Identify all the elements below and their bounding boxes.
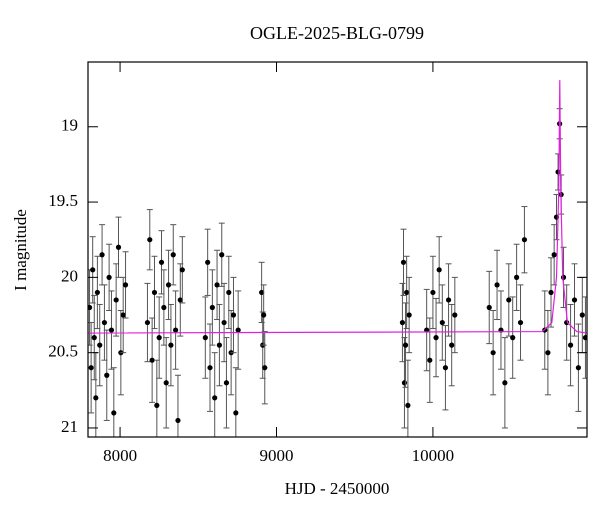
data-point (490, 350, 496, 356)
data-point (149, 357, 155, 363)
data-point (445, 297, 452, 303)
data-point (175, 417, 181, 424)
data-point (571, 297, 578, 303)
data-point (170, 252, 176, 258)
data-point (406, 312, 412, 318)
data-point (221, 319, 227, 326)
data-point (235, 327, 241, 333)
data-point (567, 342, 574, 348)
data-point (122, 282, 129, 288)
data-point (551, 252, 557, 258)
data-point (582, 335, 587, 341)
data-point (93, 395, 99, 401)
data-point (261, 312, 267, 318)
data-point (212, 395, 218, 401)
data-point (120, 312, 126, 318)
data-point (262, 365, 268, 371)
data-point (101, 319, 108, 326)
data-point (545, 350, 551, 356)
data-point (494, 282, 500, 288)
data-point (433, 335, 439, 341)
y-tick-label: 19.5 (48, 191, 78, 210)
data-point (219, 252, 225, 258)
data-point (207, 365, 213, 371)
data-point (548, 289, 554, 296)
data-point (161, 304, 167, 311)
data-point (555, 169, 561, 175)
data-point (521, 237, 528, 243)
data-point (427, 357, 433, 363)
data-point (223, 380, 230, 386)
data-point (97, 342, 103, 348)
data-point (452, 312, 458, 318)
data-point (205, 259, 211, 265)
data-point (115, 244, 122, 250)
data-point (158, 259, 165, 265)
y-axis-label: I magnitude (11, 209, 30, 291)
data-point (514, 274, 520, 280)
data-point (94, 289, 100, 296)
data-point (147, 237, 153, 243)
data-point (214, 282, 220, 288)
x-tick-label: 10000 (412, 446, 455, 465)
data-point (579, 312, 585, 318)
x-axis-label: HJD - 2450000 (285, 479, 390, 498)
data-point (163, 380, 169, 386)
data-point (154, 402, 160, 408)
data-point (113, 297, 119, 303)
data-point (502, 380, 508, 386)
data-point (99, 252, 105, 258)
data-point (439, 319, 445, 326)
x-tick-label: 8000 (103, 446, 137, 465)
data-point (202, 335, 208, 341)
data-point (209, 304, 215, 311)
data-point (402, 342, 409, 348)
plot-frame (87, 61, 588, 438)
data-point (90, 267, 96, 273)
data-point (177, 297, 183, 303)
y-tick-label: 20.5 (48, 342, 78, 361)
data-point (179, 267, 185, 273)
data-point (230, 312, 237, 318)
chart-title: OGLE-2025-BLG-0799 (250, 23, 424, 43)
data-point (575, 365, 581, 371)
data-point (104, 372, 110, 378)
data-point (486, 304, 492, 311)
model-curve (88, 80, 587, 334)
data-point (226, 289, 232, 296)
data-point (510, 335, 516, 341)
data-point (156, 335, 162, 341)
y-tick-label: 21 (61, 417, 78, 436)
data-point (168, 342, 174, 348)
data-point (400, 259, 407, 265)
data-point (151, 289, 158, 296)
data-point (144, 319, 151, 326)
data-point (405, 402, 411, 408)
data-point (111, 410, 117, 416)
data-point (430, 289, 436, 296)
data-point (401, 380, 408, 386)
data-point (399, 319, 406, 326)
data-point (216, 342, 222, 348)
data-point (106, 274, 112, 280)
data-point (442, 365, 449, 371)
data-point (172, 327, 179, 333)
data-point (88, 365, 94, 371)
data-point (259, 289, 265, 296)
data-point (108, 327, 115, 333)
data-point (91, 335, 97, 341)
data-point (233, 410, 239, 416)
data-point (436, 267, 442, 273)
x-tick-label: 9000 (259, 446, 293, 465)
data-point (88, 304, 93, 311)
data-point (506, 297, 512, 303)
data-point (517, 319, 524, 326)
data-point (449, 342, 455, 348)
y-tick-label: 20 (61, 266, 78, 285)
y-tick-label: 19 (61, 116, 78, 135)
data-point (165, 282, 172, 288)
plot-area (88, 80, 587, 437)
data-point (404, 289, 410, 296)
